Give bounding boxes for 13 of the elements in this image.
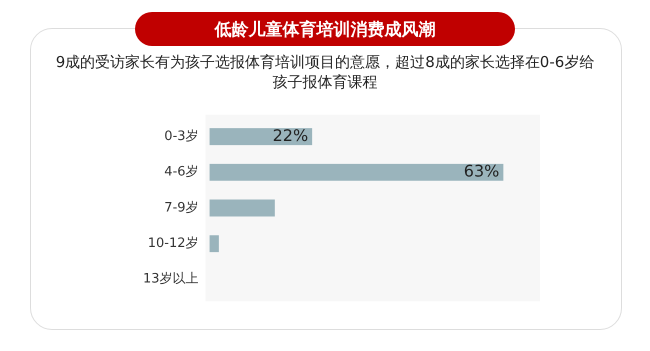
chart-title: 低龄儿童体育培训消费成风潮 (214, 18, 436, 40)
data-label: 22% (272, 126, 308, 145)
y-tick-label: 0-3岁 (164, 129, 199, 144)
y-tick-label: 13岁以上 (142, 272, 199, 287)
y-tick-label: 7-9岁 (164, 200, 199, 216)
bar (210, 128, 312, 146)
bar (210, 164, 504, 181)
bar (210, 235, 219, 252)
data-label: 63% (464, 161, 500, 180)
chart-subtitle: 9成的受访家长有为孩子选报体育培训项目的意愿，超过8成的家长选择在0-6岁给孩子报体育课程 (56, 53, 594, 91)
bar (210, 200, 275, 216)
y-tick-label: 4-6岁 (164, 164, 199, 180)
y-tick-label: 10-12岁 (148, 236, 199, 252)
